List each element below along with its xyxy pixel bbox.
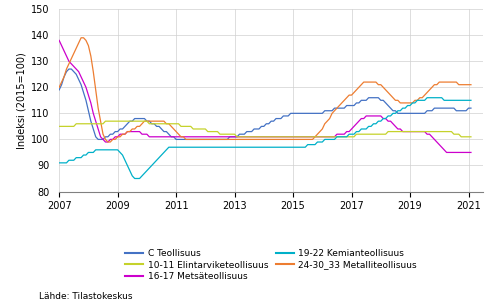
Text: Lähde: Tilastokeskus: Lähde: Tilastokeskus: [39, 292, 133, 301]
Legend: C Teollisuus, 10-11 Elintarviketeollisuus, 16-17 Metsäteollisuus, 19-22 Kemiante: C Teollisuus, 10-11 Elintarviketeollisuu…: [124, 247, 419, 283]
Y-axis label: Indeksi (2015=100): Indeksi (2015=100): [17, 52, 27, 149]
